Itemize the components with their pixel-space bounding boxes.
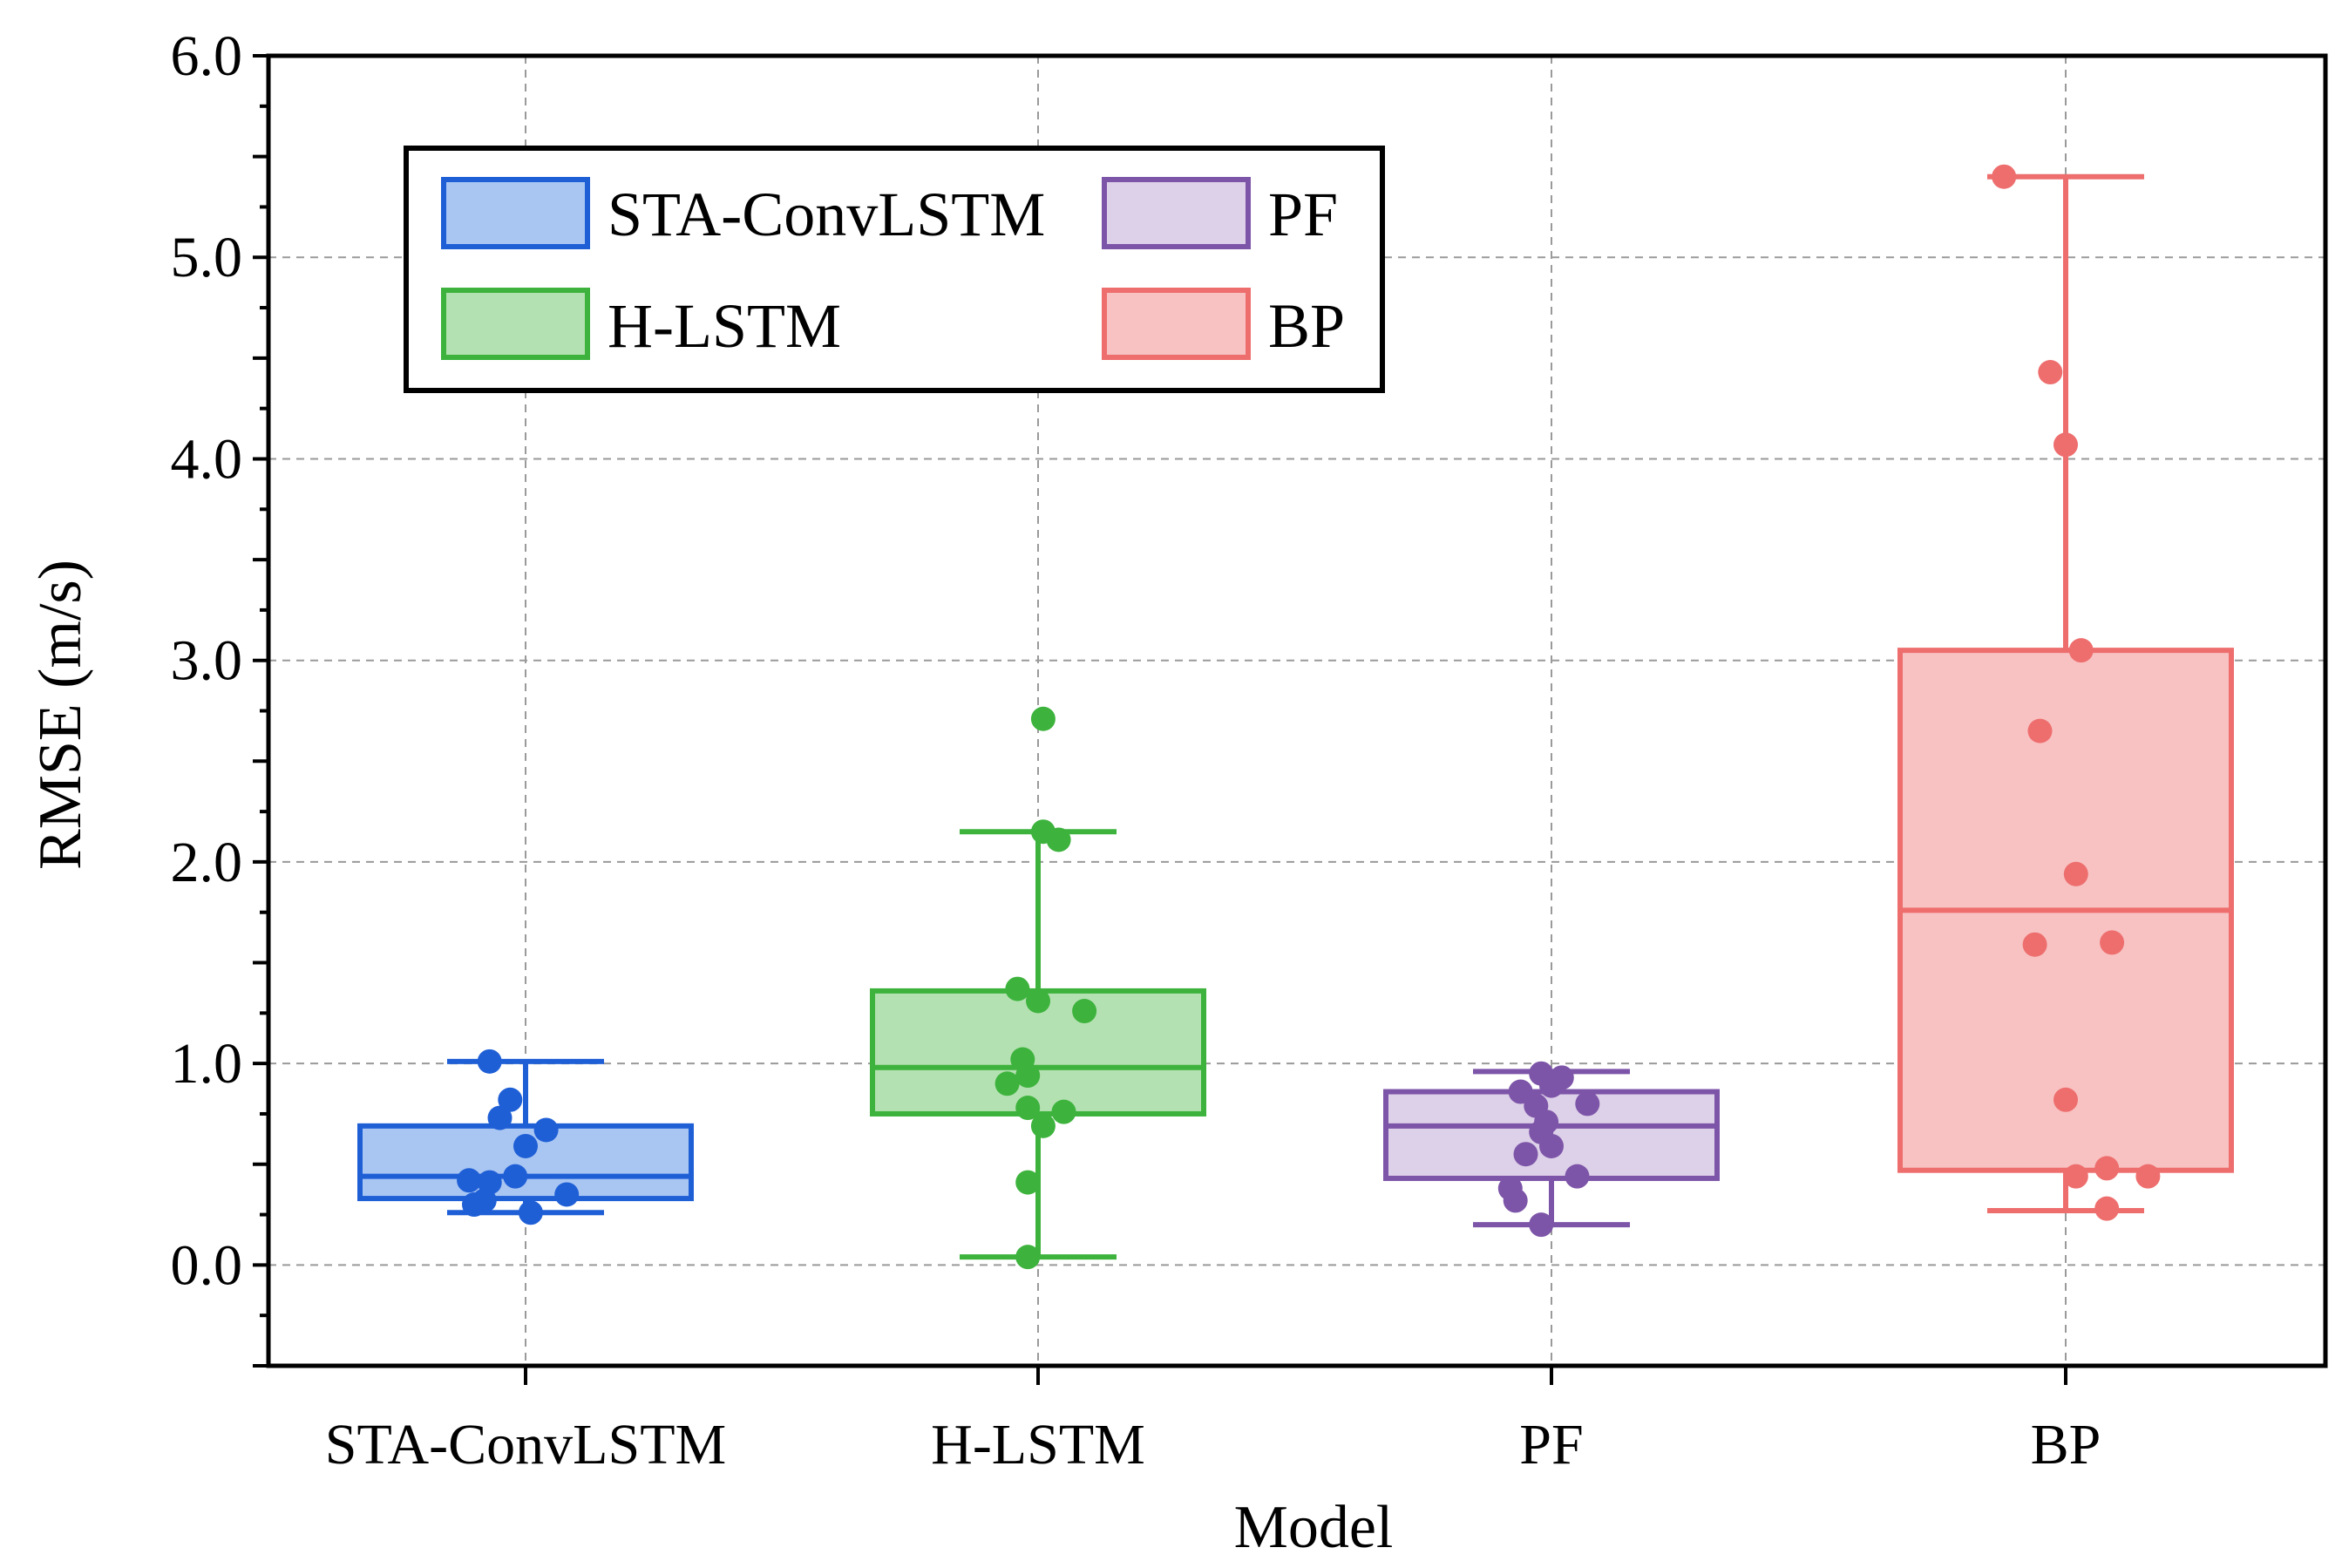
data-point — [1529, 1212, 1554, 1238]
data-point — [1051, 1099, 1076, 1124]
data-point — [1030, 1113, 1056, 1138]
y-tick-label: 2.0 — [171, 831, 243, 894]
legend-swatch — [441, 288, 590, 360]
legend: STA-ConvLSTM H-LSTM PF BP — [404, 146, 1385, 393]
data-point — [2053, 432, 2078, 458]
data-point — [2022, 932, 2047, 957]
y-tick-label: 6.0 — [171, 24, 243, 88]
data-point — [554, 1182, 580, 1207]
data-point — [1565, 1164, 1590, 1189]
data-point — [462, 1192, 486, 1218]
legend-label: STA-ConvLSTM — [608, 180, 1045, 249]
x-axis-title: Model — [1234, 1494, 1394, 1561]
legend-swatch — [1102, 177, 1251, 249]
data-point — [2027, 718, 2053, 743]
data-point — [1539, 1133, 1564, 1158]
x-tick-label: PF — [1519, 1413, 1583, 1476]
data-point — [457, 1168, 482, 1193]
data-point — [2063, 1164, 2088, 1189]
data-point — [1508, 1079, 1533, 1104]
legend-label: H-LSTM — [608, 291, 841, 361]
data-point — [533, 1117, 559, 1143]
data-point — [1005, 976, 1030, 1001]
data-point — [1539, 1073, 1564, 1098]
y-tick-label: 1.0 — [171, 1032, 243, 1096]
data-point — [2094, 1196, 2120, 1221]
y-tick-label: 3.0 — [171, 629, 243, 693]
data-point — [1015, 1245, 1041, 1270]
data-point — [1046, 827, 1071, 852]
data-point — [477, 1049, 502, 1074]
y-tick-label: 4.0 — [171, 427, 243, 491]
box-bp — [1897, 173, 2234, 1213]
data-point — [1513, 1142, 1538, 1167]
legend-item-sta-convlstm: STA-ConvLSTM — [441, 177, 1045, 249]
point-layer — [457, 164, 2161, 1270]
box-layer — [357, 173, 2234, 1260]
y-tick-label: 0.0 — [171, 1233, 243, 1297]
data-point — [2068, 638, 2094, 663]
data-point — [2094, 1156, 2120, 1181]
data-point — [518, 1200, 543, 1225]
data-point — [1015, 1063, 1041, 1089]
legend-item-bp: BP — [1102, 288, 1345, 361]
legend-label: BP — [1268, 291, 1345, 361]
legend-item-pf: PF — [1102, 177, 1338, 249]
box-h-lstm — [870, 829, 1206, 1260]
data-point — [513, 1133, 538, 1158]
axis-layer: 0.0 1.0 2.0 3.0 4.0 5.0 6.0 STA-ConvLSTM H-LSTM P… — [171, 24, 2328, 1476]
data-point — [503, 1164, 528, 1189]
legend-swatch — [1102, 288, 1251, 360]
data-point — [1992, 164, 2017, 189]
data-point — [1575, 1091, 1600, 1117]
data-point — [1015, 1096, 1041, 1121]
data-point — [1072, 999, 1097, 1024]
data-point — [2135, 1164, 2161, 1189]
legend-swatch — [441, 177, 590, 249]
data-point — [2063, 861, 2088, 886]
legend-item-h-lstm: H-LSTM — [441, 288, 841, 361]
legend-label: PF — [1268, 180, 1338, 249]
x-tick-label: BP — [2031, 1413, 2101, 1476]
x-tick-label: STA-ConvLSTM — [325, 1413, 726, 1476]
data-point — [1015, 1170, 1041, 1195]
data-point — [498, 1087, 523, 1112]
data-point — [2053, 1087, 2078, 1112]
x-tick-label: H-LSTM — [931, 1413, 1145, 1476]
data-point — [2038, 360, 2063, 385]
data-point — [487, 1105, 513, 1130]
data-point — [1026, 988, 1050, 1014]
data-point — [1030, 706, 1056, 731]
y-axis-title: RMSE (m/s) — [27, 560, 94, 870]
data-point — [2100, 930, 2125, 955]
data-point — [995, 1071, 1020, 1096]
y-tick-label: 5.0 — [171, 226, 243, 289]
data-point — [1503, 1188, 1528, 1213]
